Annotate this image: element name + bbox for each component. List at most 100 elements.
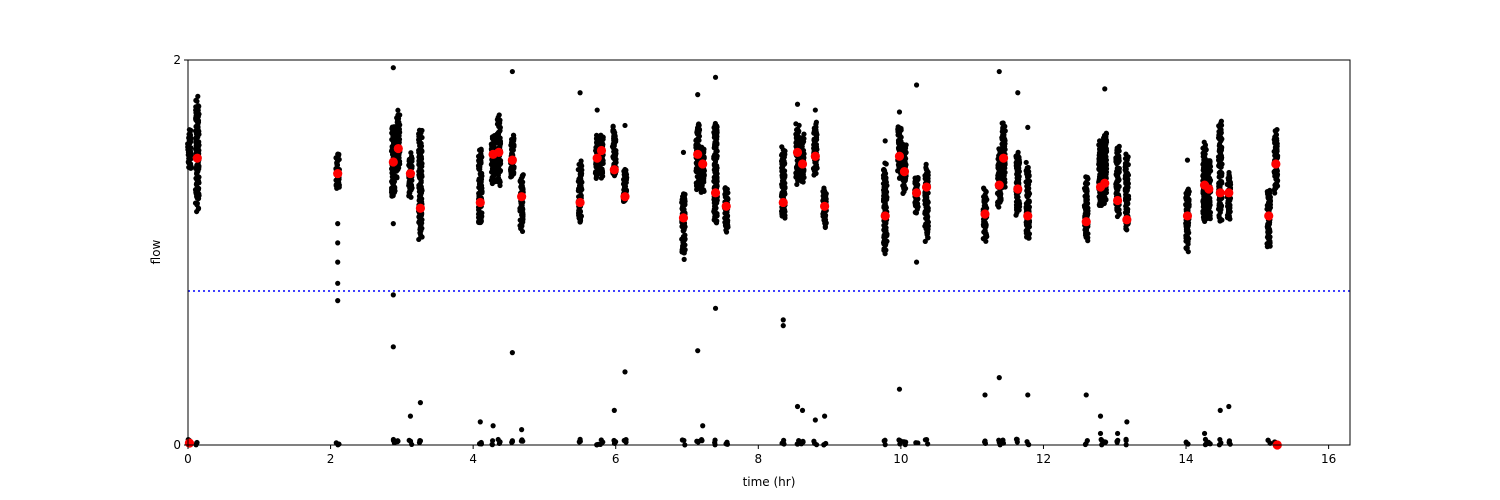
raw-point-outlier: [1124, 419, 1130, 425]
raw-point: [416, 197, 422, 204]
raw-point: [712, 139, 718, 145]
median-point: [1113, 195, 1123, 206]
raw-point: [1096, 176, 1102, 182]
raw-point-outlier: [680, 149, 687, 155]
raw-point: [194, 171, 200, 177]
raw-point: [621, 168, 627, 174]
median-point: [592, 153, 602, 163]
raw-point-near-zero: [1013, 436, 1020, 442]
median-point: [388, 157, 398, 167]
raw-point: [901, 147, 908, 153]
raw-point-outlier: [1025, 392, 1031, 398]
raw-point: [1124, 202, 1130, 208]
raw-point: [915, 175, 921, 181]
raw-point: [999, 170, 1005, 176]
raw-point: [1218, 178, 1225, 185]
raw-point: [496, 129, 502, 135]
raw-point: [1202, 151, 1208, 157]
raw-point: [1083, 180, 1089, 186]
raw-point: [511, 164, 517, 170]
raw-point-outlier: [1217, 407, 1223, 413]
raw-point: [1016, 154, 1022, 160]
raw-point: [1226, 169, 1232, 176]
y-tick-label: 0: [173, 438, 181, 452]
raw-point: [799, 137, 806, 143]
raw-point: [1024, 183, 1030, 189]
raw-point: [1216, 212, 1222, 219]
median-point: [880, 211, 890, 221]
raw-point: [510, 136, 516, 143]
median-point: [1122, 215, 1132, 225]
raw-point: [801, 155, 807, 161]
raw-point: [779, 178, 786, 184]
raw-point: [1083, 174, 1089, 180]
raw-point: [999, 129, 1005, 135]
raw-point-near-zero: [1123, 436, 1129, 442]
raw-point: [391, 178, 397, 184]
raw-point-outlier: [812, 107, 818, 113]
raw-point: [782, 151, 788, 157]
raw-point: [1217, 124, 1223, 131]
raw-point: [714, 129, 720, 136]
raw-point: [188, 165, 194, 171]
raw-point: [391, 188, 397, 195]
raw-point-outlier: [477, 419, 483, 425]
x-tick-label: 4: [469, 452, 477, 466]
raw-point: [612, 133, 618, 140]
raw-point: [1125, 184, 1131, 191]
raw-point-outlier: [700, 423, 706, 429]
raw-point-outlier: [913, 82, 920, 88]
x-tick-label: 8: [754, 452, 762, 466]
raw-point: [194, 195, 201, 201]
raw-point: [820, 196, 827, 202]
raw-point: [923, 161, 929, 167]
raw-point-outlier: [996, 68, 1002, 75]
raw-point-near-zero: [1000, 440, 1007, 446]
median-point: [596, 145, 607, 156]
raw-point: [1185, 201, 1191, 208]
raw-point: [694, 131, 700, 137]
raw-point-outlier: [622, 122, 628, 129]
raw-point-outlier: [780, 317, 786, 323]
raw-point: [612, 138, 619, 145]
raw-point: [1024, 178, 1030, 184]
raw-point: [1024, 165, 1030, 171]
median-point: [475, 197, 485, 208]
raw-point: [1225, 214, 1231, 221]
raw-point-outlier: [1226, 403, 1232, 410]
raw-point-outlier: [1097, 430, 1104, 437]
raw-point-near-zero: [577, 438, 583, 444]
raw-point: [1226, 210, 1232, 216]
raw-point: [1103, 148, 1110, 154]
raw-point: [681, 256, 687, 262]
raw-point: [812, 137, 818, 143]
raw-point: [1219, 217, 1225, 223]
raw-point-near-zero: [509, 438, 515, 444]
raw-point: [610, 123, 616, 129]
raw-point: [394, 175, 400, 181]
raw-point: [1185, 186, 1191, 192]
raw-point: [1014, 197, 1021, 204]
raw-point: [193, 123, 199, 130]
median-point: [820, 201, 830, 211]
raw-point: [1183, 223, 1189, 229]
raw-point: [496, 112, 502, 118]
raw-point: [578, 162, 584, 168]
raw-point: [680, 198, 686, 204]
raw-point-outlier: [390, 65, 396, 71]
raw-point: [490, 173, 496, 180]
raw-point: [194, 176, 200, 183]
raw-point: [1272, 182, 1278, 188]
median-point: [1224, 188, 1234, 198]
raw-point: [1225, 175, 1231, 181]
raw-point-near-zero: [681, 437, 687, 444]
raw-point: [794, 164, 800, 170]
raw-point: [1024, 194, 1030, 200]
raw-point: [1273, 150, 1280, 156]
raw-point: [478, 146, 484, 152]
raw-point: [900, 141, 906, 147]
raw-point: [695, 142, 701, 148]
raw-point-outlier: [695, 92, 701, 98]
raw-point: [334, 161, 340, 168]
raw-point: [511, 171, 517, 177]
